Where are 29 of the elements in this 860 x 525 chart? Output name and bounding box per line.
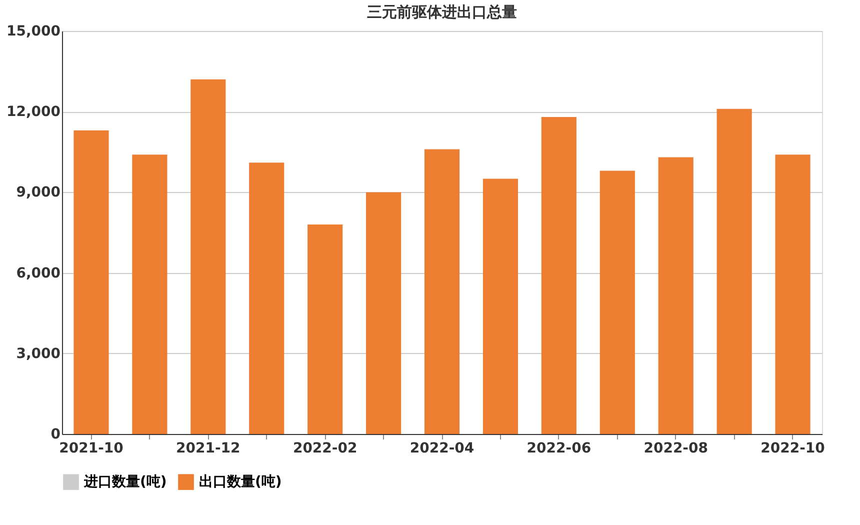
bar [308, 224, 343, 434]
y-tick-label: 3,000 [16, 346, 61, 362]
y-tick-label: 15,000 [6, 24, 61, 40]
x-tick-label: 2022-08 [644, 440, 708, 456]
y-tick-label: 6,000 [16, 265, 61, 282]
chart-title: 三元前驱体进出口总量 [367, 3, 517, 21]
x-tick-label: 2022-06 [526, 440, 592, 456]
bar [658, 157, 694, 434]
x-tick-label: 2021-12 [176, 440, 240, 456]
x-tick-label: 2022-02 [292, 440, 358, 456]
x-tick-label: 2022-10 [760, 440, 826, 456]
x-tick-label: 2022-04 [410, 440, 474, 456]
y-tick-label: 12,000 [6, 104, 61, 120]
x-tick-label: 2021-10 [59, 440, 124, 456]
bar [132, 154, 168, 434]
bar [482, 178, 518, 434]
bar [366, 192, 402, 434]
bar [600, 170, 635, 434]
bar [190, 79, 226, 434]
bar [249, 162, 284, 434]
y-tick-label: 0 [50, 426, 61, 442]
legend-label: 进口数量(吨) [83, 474, 167, 490]
bar [775, 154, 810, 434]
bar [74, 130, 109, 434]
bar [541, 116, 576, 434]
legend-label: 出口数量(吨) [199, 474, 282, 490]
bar [424, 149, 460, 434]
bar [716, 108, 752, 434]
y-tick-label: 9,000 [16, 184, 61, 201]
